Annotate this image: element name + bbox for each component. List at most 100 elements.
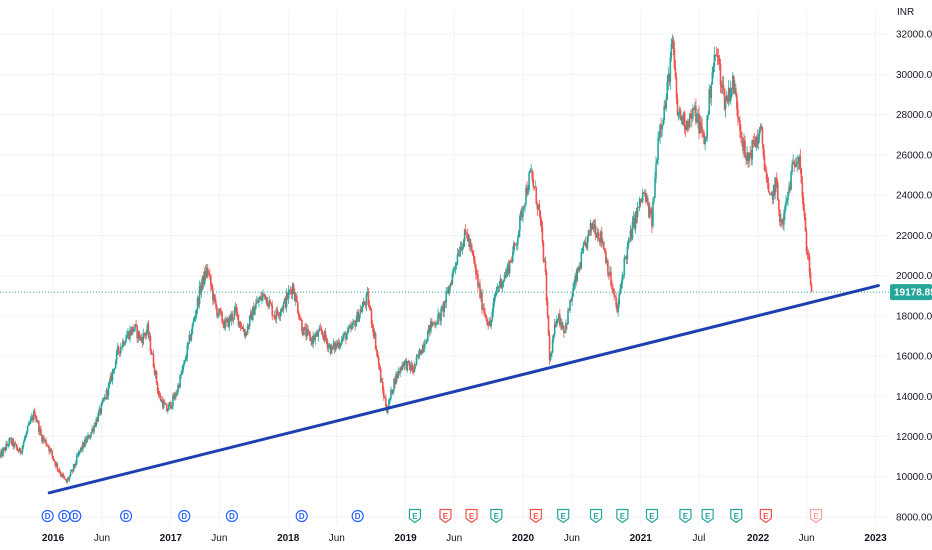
candle xyxy=(50,447,52,453)
candle xyxy=(60,472,63,478)
candle xyxy=(271,300,274,321)
earnings-marker[interactable]: E xyxy=(809,508,823,524)
candle xyxy=(784,204,786,221)
earnings-marker[interactable]: E xyxy=(616,508,629,524)
trendline[interactable] xyxy=(47,284,880,495)
candle xyxy=(443,300,445,318)
candle xyxy=(604,248,606,254)
candle xyxy=(295,293,298,303)
candle xyxy=(585,242,588,250)
candle xyxy=(687,118,690,132)
time-axis[interactable]: 2016 Jun 2017 Jun 2018 Jun 2019 Jun 2020 Jun 2021 J… xyxy=(42,533,887,544)
candle xyxy=(637,206,640,209)
dividend-marker[interactable]: D xyxy=(119,509,133,523)
candle xyxy=(571,292,573,306)
candle xyxy=(116,342,119,356)
candle xyxy=(736,93,738,116)
candle xyxy=(222,319,224,328)
candle xyxy=(293,288,296,302)
candle xyxy=(415,353,418,366)
candle xyxy=(537,204,540,211)
candle xyxy=(303,326,305,336)
y-tick-label: 22000.00 xyxy=(896,231,932,242)
candle xyxy=(768,191,771,196)
candle xyxy=(185,353,188,362)
candle xyxy=(502,279,505,288)
candle xyxy=(646,192,648,203)
candle xyxy=(695,98,697,126)
candle xyxy=(51,450,53,459)
candle xyxy=(548,330,551,365)
candle xyxy=(581,247,584,255)
candle xyxy=(210,274,212,291)
candle xyxy=(234,302,237,315)
candle xyxy=(132,324,134,334)
candle xyxy=(608,272,610,281)
candle xyxy=(260,291,262,302)
earnings-marker[interactable]: E xyxy=(529,508,542,524)
candle xyxy=(663,100,666,124)
candle xyxy=(205,263,208,279)
candle xyxy=(289,285,292,295)
candle xyxy=(108,378,111,389)
candle xyxy=(21,444,24,455)
earnings-marker[interactable]: E xyxy=(759,508,772,524)
candle xyxy=(97,411,100,422)
earnings-marker[interactable]: E xyxy=(589,508,603,524)
candle xyxy=(531,168,533,183)
candle xyxy=(32,408,35,423)
candle xyxy=(479,279,481,299)
earnings-marker[interactable]: E xyxy=(730,508,743,524)
candle xyxy=(577,265,580,274)
candle xyxy=(227,318,230,328)
dividend-marker[interactable]: D xyxy=(41,509,54,523)
candle xyxy=(612,283,614,294)
dividend-marker[interactable]: D xyxy=(351,509,364,523)
candle xyxy=(0,448,2,458)
candle xyxy=(550,351,553,358)
candle xyxy=(806,246,809,260)
candle xyxy=(206,264,209,279)
candle xyxy=(319,323,322,330)
earnings-marker[interactable]: E xyxy=(701,508,714,524)
candle xyxy=(491,308,494,323)
candle xyxy=(622,274,625,281)
candle xyxy=(209,268,211,280)
candle xyxy=(59,470,62,478)
candle xyxy=(19,448,22,456)
y-tick-label: 10000.00 xyxy=(896,472,932,483)
candle xyxy=(515,243,517,246)
candle xyxy=(349,323,351,329)
price-axis[interactable]: INR 8000.00 10000.00 12000.00 14000.00 16000… xyxy=(896,7,932,523)
candle xyxy=(49,447,51,455)
candle xyxy=(404,358,407,365)
candle xyxy=(522,205,524,223)
candle xyxy=(92,427,94,435)
candle xyxy=(478,281,480,288)
earnings-marker[interactable]: E xyxy=(465,508,478,524)
earnings-marker[interactable]: E xyxy=(557,508,570,524)
candle xyxy=(385,394,387,408)
dividend-marker[interactable]: D xyxy=(69,509,82,523)
earnings-marker[interactable]: E xyxy=(645,508,659,524)
earnings-marker[interactable]: E xyxy=(679,508,692,524)
candle xyxy=(170,400,172,410)
candle xyxy=(164,403,167,405)
candle xyxy=(291,282,294,300)
candle xyxy=(331,345,334,351)
dividend-marker[interactable]: D xyxy=(225,509,239,523)
candle xyxy=(775,172,778,188)
earnings-marker[interactable]: E xyxy=(439,508,452,524)
svg-text:D: D xyxy=(61,512,67,521)
candle xyxy=(649,202,651,219)
dividend-marker[interactable]: D xyxy=(178,509,191,523)
candle xyxy=(705,136,707,142)
candle xyxy=(640,197,643,203)
earnings-marker[interactable]: E xyxy=(408,508,422,524)
candle xyxy=(138,330,140,341)
candle xyxy=(650,207,652,215)
earnings-marker[interactable]: E xyxy=(490,508,503,524)
dividend-marker[interactable]: D xyxy=(295,509,308,523)
dividend-marker[interactable]: D xyxy=(58,509,71,523)
